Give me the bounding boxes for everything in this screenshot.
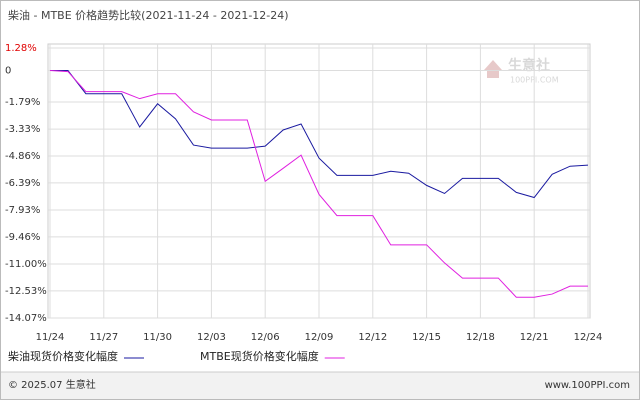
y-tick-label: -6.39% (5, 178, 40, 189)
y-tick-label: 1.28% (5, 43, 37, 54)
legend-label: 柴油现货价格变化幅度 (8, 349, 118, 363)
series-line (49, 70, 588, 298)
x-tick-label: 11/24 (36, 332, 65, 343)
y-tick-label: -9.46% (5, 232, 40, 243)
y-tick-label: 0 (5, 66, 11, 77)
y-tick-label: -12.53% (5, 286, 47, 297)
footer-copyright: © 2025.07 生意社 (8, 378, 96, 391)
footer-bar (1, 372, 639, 399)
watermark-name: 生意社 (508, 57, 550, 74)
x-tick-label: 12/24 (574, 332, 603, 343)
x-tick-label: 12/06 (251, 332, 280, 343)
legend-label: MTBE现货价格变化幅度 (200, 349, 319, 363)
y-tick-label: -4.86% (5, 151, 40, 162)
y-tick-label: -1.79% (5, 97, 40, 108)
footer-url: www.100PPI.com (545, 380, 630, 391)
series-line (50, 70, 589, 199)
y-tick-label: -3.33% (5, 124, 40, 135)
watermark-logo (484, 60, 502, 78)
y-tick-label: -11.00% (5, 259, 47, 270)
x-tick-label: 12/15 (412, 332, 441, 343)
x-tick-label: 12/21 (520, 332, 549, 343)
x-tick-label: 12/09 (305, 332, 334, 343)
y-tick-label: -14.07% (5, 313, 47, 324)
x-tick-label: 12/03 (197, 332, 226, 343)
y-tick-label: -7.93% (5, 205, 40, 216)
x-tick-label: 12/18 (466, 332, 495, 343)
chart-title: 柴油 - MTBE 价格趋势比较(2021-11-24 - 2021-12-24… (8, 8, 289, 22)
x-tick-label: 11/30 (143, 332, 172, 343)
x-tick-label: 12/12 (358, 332, 387, 343)
x-tick-label: 11/27 (89, 332, 118, 343)
